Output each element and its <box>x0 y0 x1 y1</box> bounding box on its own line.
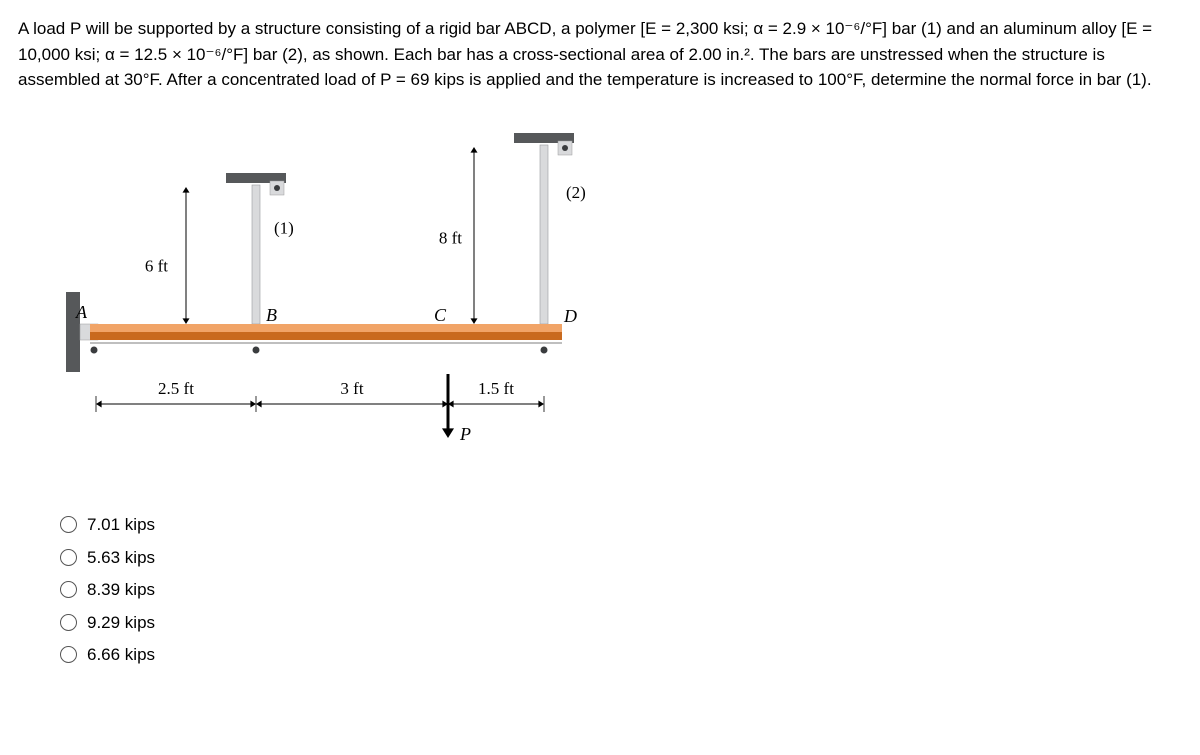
svg-text:C: C <box>434 305 447 325</box>
svg-text:1.5 ft: 1.5 ft <box>478 379 514 398</box>
answer-options: 7.01 kips 5.63 kips 8.39 kips 9.29 kips … <box>60 512 1182 668</box>
svg-text:B: B <box>266 305 277 325</box>
radio-icon <box>60 646 77 663</box>
svg-text:(2): (2) <box>566 183 586 202</box>
option-label: 6.66 kips <box>87 642 155 668</box>
svg-text:A: A <box>75 302 88 322</box>
svg-text:6 ft: 6 ft <box>145 256 168 275</box>
option-label: 5.63 kips <box>87 545 155 571</box>
option-label: 7.01 kips <box>87 512 155 538</box>
option-4[interactable]: 6.66 kips <box>60 642 1182 668</box>
svg-text:D: D <box>563 306 577 326</box>
radio-icon <box>60 581 77 598</box>
svg-text:2.5 ft: 2.5 ft <box>158 379 194 398</box>
radio-icon <box>60 549 77 566</box>
option-3[interactable]: 9.29 kips <box>60 610 1182 636</box>
svg-text:3 ft: 3 ft <box>340 379 363 398</box>
radio-icon <box>60 516 77 533</box>
svg-text:(1): (1) <box>274 218 294 237</box>
option-1[interactable]: 5.63 kips <box>60 545 1182 571</box>
svg-text:P: P <box>459 424 471 444</box>
radio-icon <box>60 614 77 631</box>
question-text: A load P will be supported by a structur… <box>18 16 1182 93</box>
svg-text:8 ft: 8 ft <box>439 228 462 247</box>
option-label: 9.29 kips <box>87 610 155 636</box>
structure-diagram: A B C D (1) (2) 6 ft 8 ft 2.5 ft 3 ft 1.5 ft P <box>56 121 1182 469</box>
option-label: 8.39 kips <box>87 577 155 603</box>
option-2[interactable]: 8.39 kips <box>60 577 1182 603</box>
option-0[interactable]: 7.01 kips <box>60 512 1182 538</box>
